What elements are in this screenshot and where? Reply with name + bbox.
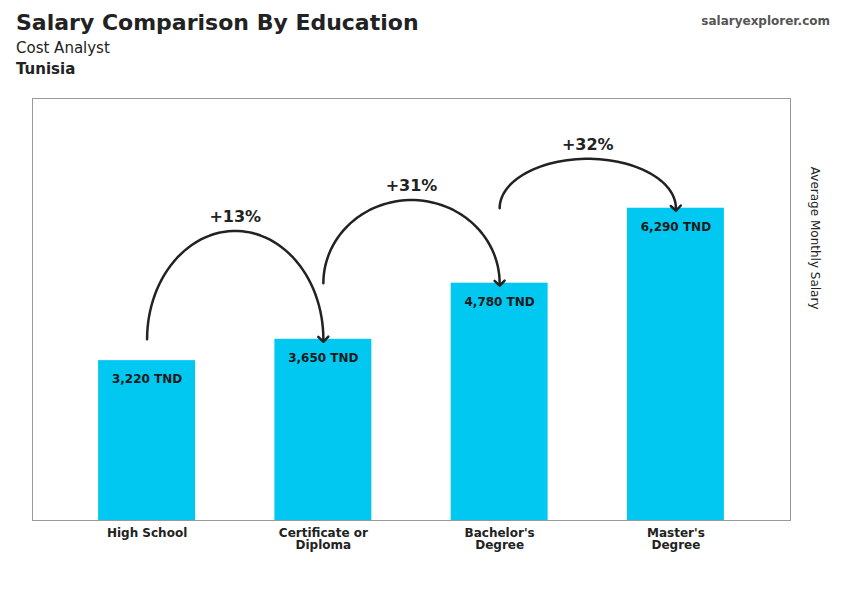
svg-text:Average Monthly Salary: Average Monthly Salary — [808, 167, 822, 310]
svg-text:6,290 TND: 6,290 TND — [641, 220, 711, 234]
svg-text:3,650 TND: 3,650 TND — [288, 351, 358, 365]
html-text:Salary Comparison By Education: Salary Comparison By Education — [16, 10, 419, 35]
svg-text:High School: High School — [107, 526, 187, 540]
svg-text:4,780 TND: 4,780 TND — [464, 295, 534, 309]
svg-text:Bachelor'sDegree: Bachelor'sDegree — [465, 526, 535, 552]
svg-text:+31%: +31% — [386, 176, 438, 195]
svg-text:Certificate orDiploma: Certificate orDiploma — [279, 526, 368, 552]
svg-text:+13%: +13% — [209, 207, 261, 226]
svg-text:3,220 TND: 3,220 TND — [112, 372, 182, 386]
svg-text:Master'sDegree: Master'sDegree — [647, 526, 705, 552]
html-text:Cost Analyst: Cost Analyst — [16, 39, 110, 57]
html-text:Tunisia: Tunisia — [16, 60, 76, 78]
svg-text:+32%: +32% — [562, 135, 614, 154]
html-text:salaryexplorer.com: salaryexplorer.com — [701, 14, 830, 28]
